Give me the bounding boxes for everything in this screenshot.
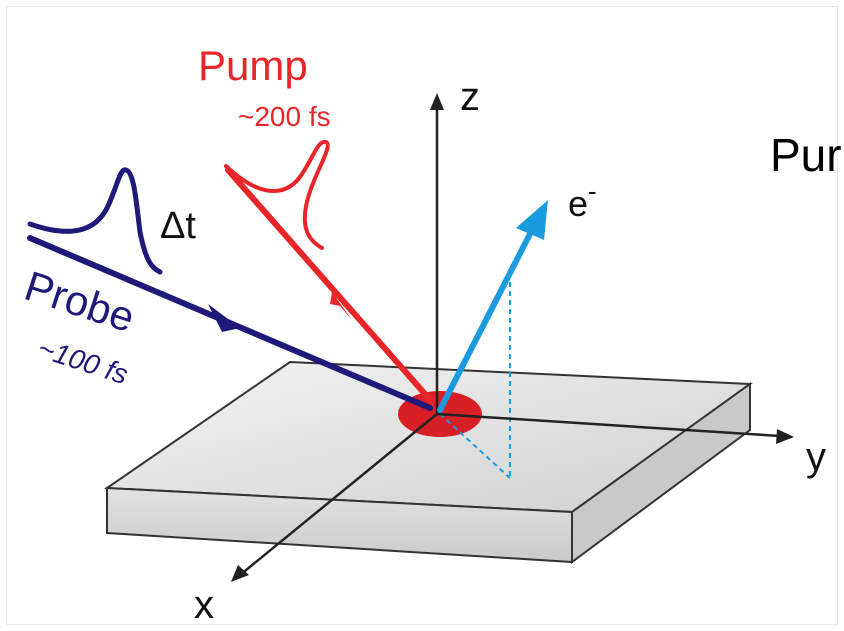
axis-z-label: z <box>460 75 480 119</box>
axis-y-label: y <box>806 435 826 479</box>
axes <box>239 103 781 576</box>
photoelectron-arrowhead <box>516 200 548 240</box>
photoelectron-arrow <box>437 200 548 413</box>
pump-beam <box>224 139 435 405</box>
delay-label: Δt <box>160 205 196 247</box>
probe-beam <box>27 167 433 411</box>
axis-y-arrowhead <box>776 429 794 444</box>
probe-label: Probe <box>19 262 140 341</box>
pump-label: Pump <box>198 42 308 89</box>
axis-z-arrowhead <box>430 93 444 110</box>
pump-direction-arrow <box>330 292 352 320</box>
electron-charge-sign: - <box>588 176 597 206</box>
electron-projection <box>439 282 511 479</box>
electron-label: e- <box>568 176 597 224</box>
pump-duration-label: ~200 fs <box>238 101 331 132</box>
axis-arrowheads <box>231 93 794 582</box>
probe-duration-label: ~100 fs <box>34 332 132 390</box>
probe-pulse-icon <box>27 167 163 275</box>
probe-direction-arrow <box>208 304 240 332</box>
axis-y-line <box>436 412 781 438</box>
slab-right-face <box>571 382 751 564</box>
sample-slab <box>104 360 753 564</box>
pump-pulse-icon <box>224 139 330 250</box>
axis-x-label: x <box>194 583 214 627</box>
axis-x-line <box>239 413 438 576</box>
axis-x-arrowhead <box>231 565 249 582</box>
clipped-heading-text: Pur <box>770 129 842 181</box>
